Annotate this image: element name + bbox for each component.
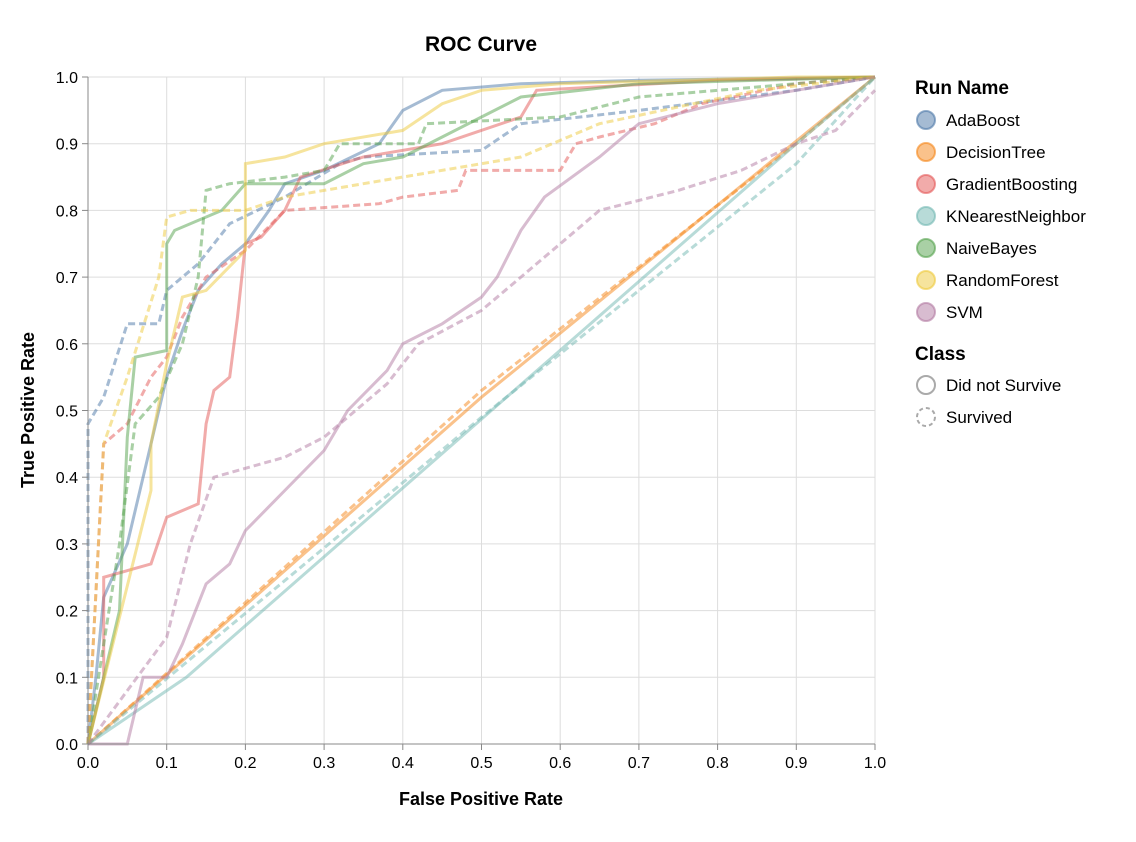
x-tick-label: 0.8 <box>706 755 728 772</box>
y-tick-label: 0.6 <box>56 337 78 354</box>
legend-swatch-randomforest <box>916 270 936 290</box>
y-tick-label: 0.2 <box>56 604 78 621</box>
x-tick-label: 0.4 <box>392 755 414 772</box>
roc-line-naivebayes-dashed <box>86 75 876 745</box>
x-tick-label: 0.3 <box>313 755 335 772</box>
legend-swatch-decisiontree <box>916 142 936 162</box>
legend-swatch-solid <box>916 375 936 395</box>
legend-swatch-svm <box>916 302 936 322</box>
y-tick-label: 0.5 <box>56 404 78 421</box>
legend-swatch-naivebayes <box>916 238 936 258</box>
y-tick-label: 1.0 <box>56 70 78 87</box>
series-lines <box>86 75 877 746</box>
y-tick-label: 0.7 <box>56 270 78 287</box>
x-tick-label: 0.5 <box>470 755 492 772</box>
x-tick-label: 0.2 <box>234 755 256 772</box>
class-legend-title: Class <box>915 344 966 365</box>
y-tick-label: 0.9 <box>56 137 78 154</box>
legend-label: Did not Survive <box>946 376 1061 395</box>
roc-line-randomforest-solid <box>86 75 875 745</box>
legend-label: GradientBoosting <box>946 175 1077 194</box>
roc-line-gradientboosting-solid <box>86 75 876 745</box>
roc-line-knearestneighbor-dashed <box>87 75 877 746</box>
x-axis-title: False Positive Rate <box>399 789 563 809</box>
roc-line-adaboost-dashed <box>86 75 876 744</box>
y-tick-label: 0.1 <box>56 670 78 687</box>
x-tick-label: 0.0 <box>77 755 99 772</box>
x-tick-label: 0.7 <box>628 755 650 772</box>
legend-label: DecisionTree <box>946 143 1046 162</box>
chart-title: ROC Curve <box>425 33 537 56</box>
y-tick-label: 0.0 <box>56 737 78 754</box>
x-tick-label: 0.1 <box>156 755 178 772</box>
legend-swatch-knearestneighbor <box>916 206 936 226</box>
color-legend-title: Run Name <box>915 78 1009 99</box>
legend-label: NaiveBayes <box>946 239 1037 258</box>
roc-line-svm-solid <box>88 75 876 746</box>
y-tick-label: 0.4 <box>56 470 78 487</box>
roc-line-gradientboosting-dashed <box>86 75 876 745</box>
legend-label: Survived <box>946 408 1012 427</box>
legend-swatch-dashed <box>916 407 936 427</box>
x-tick-label: 0.6 <box>549 755 571 772</box>
legend: Run Name AdaBoost DecisionTree GradientBoos… <box>915 78 1086 427</box>
x-tick-label: 0.9 <box>785 755 807 772</box>
legend-label: AdaBoost <box>946 111 1020 130</box>
roc-line-randomforest-dashed <box>86 75 876 745</box>
x-tick-label: 1.0 <box>864 755 886 772</box>
roc-line-svm-dashed <box>86 89 877 745</box>
legend-swatch-gradientboosting <box>916 174 936 194</box>
legend-label: KNearestNeighbor <box>946 207 1086 226</box>
legend-label: SVM <box>946 303 983 322</box>
legend-swatch-adaboost <box>916 110 936 130</box>
y-axis-title: True Positive Rate <box>18 332 38 488</box>
y-tick-label: 0.3 <box>56 537 78 554</box>
y-tick-label: 0.8 <box>56 203 78 220</box>
legend-label: RandomForest <box>946 271 1059 290</box>
axes: 0.0 0.1 0.2 0.3 0.4 0.5 0.6 0.7 0.8 0.9 1.0 0.0 0.1 0… <box>56 70 886 772</box>
